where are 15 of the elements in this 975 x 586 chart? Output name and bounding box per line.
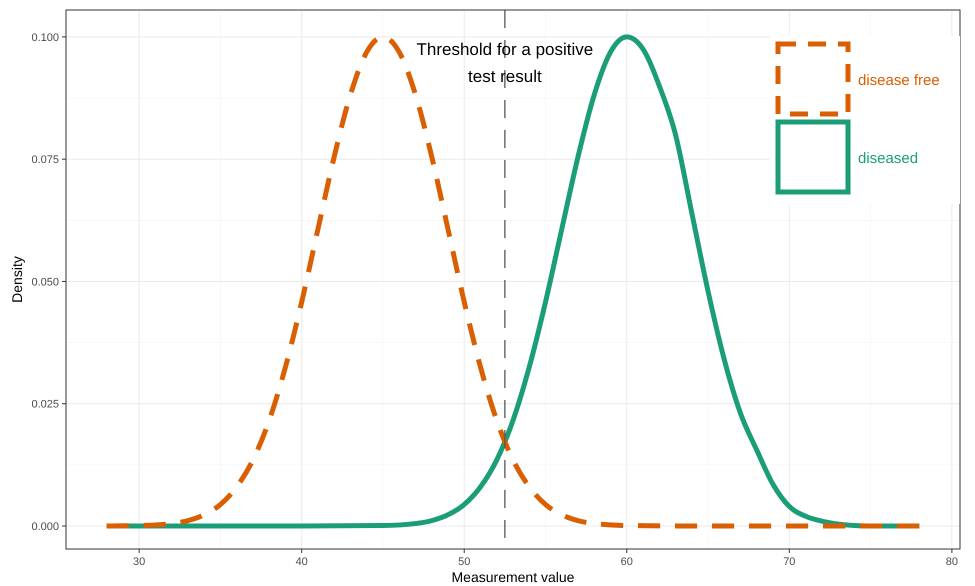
y-tick-label: 0.025 [31, 398, 59, 411]
x-tick-label: 70 [783, 556, 796, 568]
y-tick-label: 0.075 [31, 154, 59, 166]
y-tick-label: 0.000 [31, 521, 59, 534]
x-tick-label: 60 [620, 556, 633, 568]
y-tick-label: 0.100 [31, 32, 59, 44]
x-tick-label: 30 [133, 556, 146, 568]
x-tick-label: 80 [946, 556, 958, 568]
text: diseased [858, 150, 918, 167]
x-tick-label: 50 [458, 556, 470, 568]
x-tick-label: 40 [296, 556, 308, 568]
text: disease free [858, 72, 940, 89]
y-tick-label: 0.050 [31, 276, 59, 288]
y-axis-title: Density [9, 256, 25, 303]
x-axis-title: Measurement value [452, 569, 575, 585]
